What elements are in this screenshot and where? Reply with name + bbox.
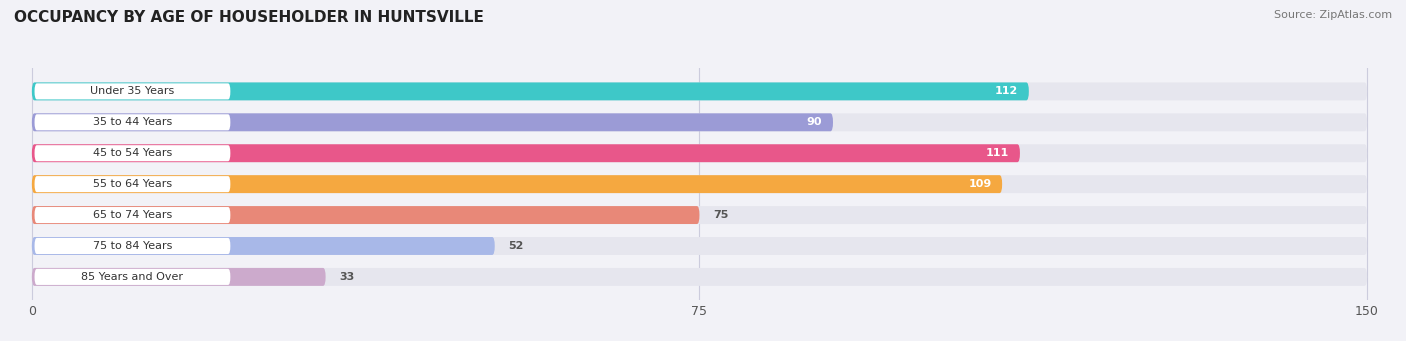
- FancyBboxPatch shape: [35, 269, 231, 285]
- FancyBboxPatch shape: [35, 83, 231, 100]
- FancyBboxPatch shape: [32, 113, 1367, 131]
- FancyBboxPatch shape: [35, 207, 231, 223]
- Text: 90: 90: [807, 117, 823, 127]
- FancyBboxPatch shape: [32, 175, 1002, 193]
- FancyBboxPatch shape: [32, 144, 1019, 162]
- FancyBboxPatch shape: [32, 144, 1367, 162]
- FancyBboxPatch shape: [32, 206, 1367, 224]
- FancyBboxPatch shape: [32, 206, 700, 224]
- Text: 109: 109: [969, 179, 991, 189]
- FancyBboxPatch shape: [32, 237, 495, 255]
- Text: OCCUPANCY BY AGE OF HOUSEHOLDER IN HUNTSVILLE: OCCUPANCY BY AGE OF HOUSEHOLDER IN HUNTS…: [14, 10, 484, 25]
- FancyBboxPatch shape: [32, 83, 1029, 100]
- FancyBboxPatch shape: [35, 145, 231, 161]
- Text: Source: ZipAtlas.com: Source: ZipAtlas.com: [1274, 10, 1392, 20]
- FancyBboxPatch shape: [32, 113, 832, 131]
- FancyBboxPatch shape: [35, 176, 231, 192]
- FancyBboxPatch shape: [35, 114, 231, 130]
- FancyBboxPatch shape: [32, 237, 1367, 255]
- Text: 75 to 84 Years: 75 to 84 Years: [93, 241, 172, 251]
- Text: 112: 112: [995, 86, 1018, 97]
- FancyBboxPatch shape: [32, 268, 326, 286]
- Text: 111: 111: [986, 148, 1010, 158]
- FancyBboxPatch shape: [32, 83, 1367, 100]
- FancyBboxPatch shape: [32, 268, 1367, 286]
- Text: 45 to 54 Years: 45 to 54 Years: [93, 148, 172, 158]
- Text: 85 Years and Over: 85 Years and Over: [82, 272, 183, 282]
- Text: 35 to 44 Years: 35 to 44 Years: [93, 117, 172, 127]
- Text: 75: 75: [713, 210, 728, 220]
- Text: 33: 33: [339, 272, 354, 282]
- FancyBboxPatch shape: [35, 238, 231, 254]
- Text: Under 35 Years: Under 35 Years: [90, 86, 174, 97]
- FancyBboxPatch shape: [32, 175, 1367, 193]
- Text: 55 to 64 Years: 55 to 64 Years: [93, 179, 172, 189]
- Text: 65 to 74 Years: 65 to 74 Years: [93, 210, 172, 220]
- Text: 52: 52: [508, 241, 523, 251]
